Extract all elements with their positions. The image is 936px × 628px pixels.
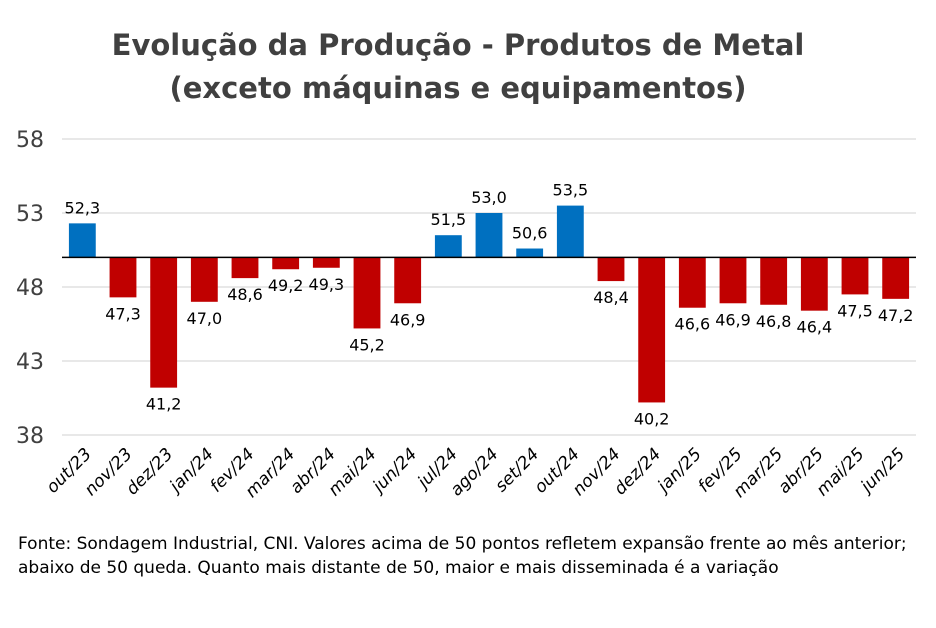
data-label: 48,4 bbox=[593, 288, 629, 307]
bar bbox=[231, 257, 259, 279]
data-label: 49,3 bbox=[309, 275, 345, 294]
chart-title-line1: Evolução da Produção - Produtos de Metal bbox=[112, 28, 805, 62]
data-label: 46,9 bbox=[390, 310, 426, 329]
data-label: 46,8 bbox=[756, 312, 792, 331]
bar bbox=[882, 257, 910, 299]
data-label: 41,2 bbox=[146, 395, 182, 414]
bar bbox=[434, 235, 462, 258]
data-label: 47,3 bbox=[105, 304, 141, 323]
bar bbox=[353, 257, 381, 329]
chart-title-line2: (exceto máquinas e equipamentos) bbox=[169, 71, 746, 105]
bar bbox=[556, 205, 584, 258]
data-label: 50,6 bbox=[512, 224, 548, 243]
bar bbox=[597, 257, 625, 282]
source-note: Fonte: Sondagem Industrial, CNI. Valores… bbox=[18, 534, 907, 578]
data-label: 53,0 bbox=[471, 188, 507, 207]
data-label: 46,6 bbox=[675, 315, 711, 334]
bar bbox=[800, 257, 828, 311]
bar bbox=[190, 257, 218, 302]
bar bbox=[109, 257, 137, 298]
y-tick-label: 58 bbox=[16, 128, 44, 153]
data-label: 40,2 bbox=[634, 409, 670, 428]
y-axis-tick-labels: 58 53 48 43 38 bbox=[16, 128, 44, 449]
data-labels: 52,3 47,3 41,2 47,048,6 49,2 49,3 45,2 46,9 51,5… bbox=[65, 181, 914, 429]
x-tick-label: jun/24 bbox=[368, 444, 421, 497]
data-label: 49,2 bbox=[268, 276, 304, 295]
y-tick-label: 43 bbox=[16, 350, 44, 375]
data-label: 48,6 bbox=[227, 285, 263, 304]
bar bbox=[312, 257, 340, 268]
data-label: 46,9 bbox=[715, 310, 751, 329]
x-tick-label: jan/24 bbox=[165, 444, 218, 497]
bar bbox=[516, 248, 544, 258]
data-label: 53,5 bbox=[553, 181, 589, 200]
bar bbox=[68, 223, 96, 258]
x-axis-tick-labels: out/23nov/23dez/23jan/24fev/24mar/24abr/… bbox=[43, 444, 910, 502]
bar bbox=[719, 257, 747, 304]
y-tick-label: 53 bbox=[16, 202, 44, 227]
x-tick-label: jan/25 bbox=[653, 444, 706, 497]
data-label: 47,0 bbox=[187, 309, 223, 328]
data-label: 51,5 bbox=[431, 210, 467, 229]
bar bbox=[150, 257, 178, 388]
data-label: 52,3 bbox=[65, 198, 101, 217]
bar bbox=[638, 257, 666, 403]
bar bbox=[678, 257, 706, 308]
bar bbox=[475, 213, 503, 258]
y-tick-label: 38 bbox=[16, 424, 44, 449]
bar bbox=[272, 257, 300, 270]
data-label: 45,2 bbox=[349, 335, 385, 354]
data-label: 47,5 bbox=[837, 301, 873, 320]
bar bbox=[760, 257, 788, 305]
bar bbox=[394, 257, 422, 304]
gridlines bbox=[62, 138, 916, 436]
bars bbox=[68, 205, 910, 403]
data-label: 46,4 bbox=[797, 318, 833, 337]
bar bbox=[841, 257, 869, 295]
x-tick-label: jun/25 bbox=[856, 444, 909, 497]
y-tick-label: 48 bbox=[16, 276, 44, 301]
data-label: 47,2 bbox=[878, 306, 914, 325]
